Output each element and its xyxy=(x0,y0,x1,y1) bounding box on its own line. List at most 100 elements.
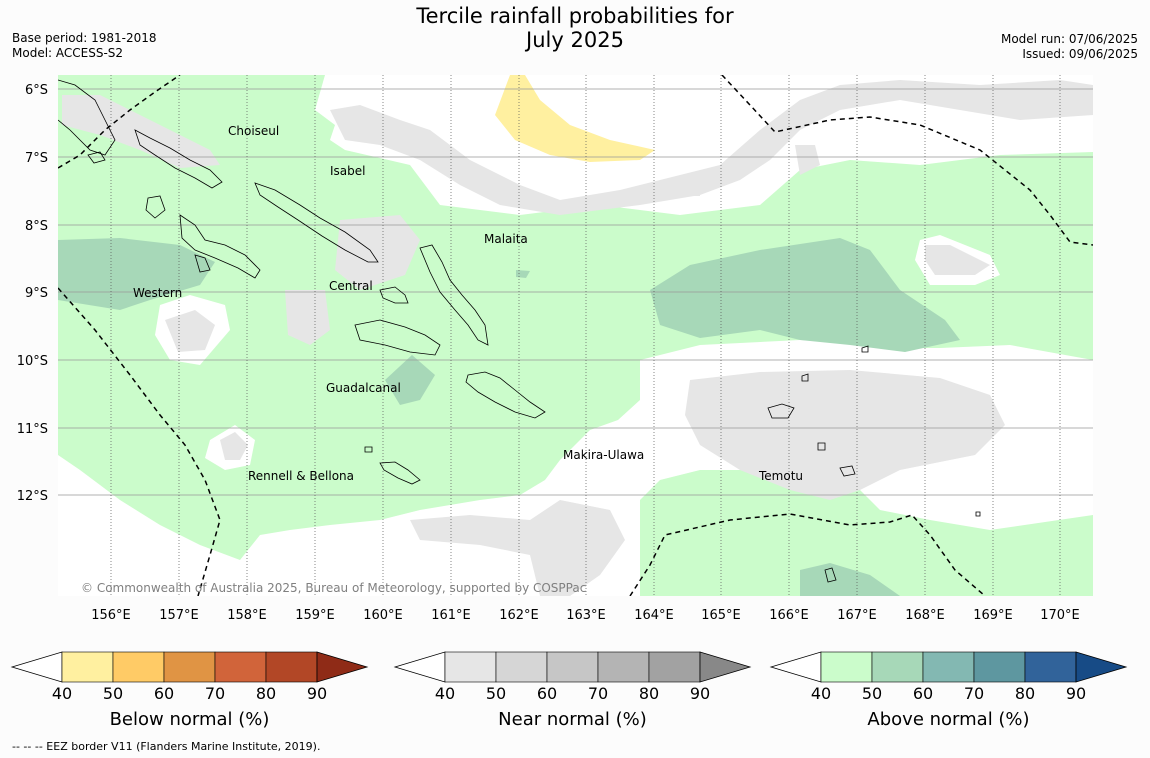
near-normal-zone-4 xyxy=(285,290,330,345)
choiseul-coast xyxy=(134,129,223,189)
meta-right: Model run: 07/06/2025 Issued: 09/06/2025 xyxy=(1001,32,1138,62)
near-normal-zone-10 xyxy=(795,145,820,175)
near-normal-lower-extension xyxy=(393,651,446,683)
graticule xyxy=(58,75,1093,596)
reef-islands-coast xyxy=(801,373,809,382)
near-normal-upper-extension xyxy=(699,651,752,683)
label-central: Central xyxy=(329,279,373,293)
base-period: Base period: 1981-2018 xyxy=(12,31,157,45)
above-normal-swatch xyxy=(973,651,1026,683)
eez-border-west xyxy=(58,287,221,596)
anuta-coast xyxy=(824,567,837,583)
longitude-label: 157°E xyxy=(159,608,199,623)
makira-coast xyxy=(465,371,546,419)
issued-date: Issued: 09/06/2025 xyxy=(1022,47,1138,61)
map-fill-layer xyxy=(58,75,1093,596)
longitude-label: 164°E xyxy=(634,608,674,623)
near-normal-zone-6 xyxy=(220,432,248,460)
near-normal-zone-8 xyxy=(925,245,990,275)
colorbar-below-normal xyxy=(10,651,369,683)
near-normal-swatch xyxy=(495,651,548,683)
longitude-label: 169°E xyxy=(973,608,1013,623)
above-normal-zone-west xyxy=(58,75,1093,560)
above-normal-title: Above normal (%) xyxy=(867,709,1030,730)
colorbar-near-normal xyxy=(393,651,752,683)
colorbars xyxy=(10,651,1128,683)
below-normal-upper-extension xyxy=(316,651,369,683)
title-line-1: Tercile rainfall probabilities for xyxy=(416,4,734,28)
longitude-label: 165°E xyxy=(701,608,741,623)
label-choiseul: Choiseul xyxy=(228,124,279,138)
near-normal-swatch xyxy=(597,651,650,683)
rendova-coast xyxy=(194,254,211,273)
meta-left: Base period: 1981-2018 Model: ACCESS-S2 xyxy=(12,31,157,61)
longitude-label: 162°E xyxy=(499,608,539,623)
above-normal-tick-label: 60 xyxy=(912,684,934,703)
label-temotu: Temotu xyxy=(758,469,803,483)
below-normal-swatch xyxy=(61,651,114,683)
near-normal-swatch xyxy=(648,651,701,683)
longitude-label: 156°E xyxy=(91,608,131,623)
colorbar-above-normal xyxy=(769,651,1128,683)
santa-cruz-coast xyxy=(767,403,795,419)
utupua-coast xyxy=(817,442,826,451)
above-normal-tick-label: 90 xyxy=(1065,684,1087,703)
copyright-notice: © Commonwealth of Australia 2025, Bureau… xyxy=(81,581,586,595)
longitude-label: 160°E xyxy=(363,608,403,623)
near-normal-tick-label: 90 xyxy=(689,684,711,703)
bougainville-coast xyxy=(58,79,116,156)
below-normal-swatch xyxy=(163,651,216,683)
new-georgia-coast xyxy=(179,214,261,279)
below-normal-tick-label: 80 xyxy=(255,684,277,703)
eez-border-southeast xyxy=(629,513,986,596)
map-title: Tercile rainfall probabilities for July … xyxy=(0,4,1150,52)
model-run: Model run: 07/06/2025 xyxy=(1000,32,1138,46)
above-normal-upper-extension xyxy=(1075,651,1128,683)
above-normal-swatch xyxy=(922,651,975,683)
above-normal-50-zone-5 xyxy=(516,270,530,278)
below-normal-swatch xyxy=(112,651,165,683)
label-rennell-bellona: Rennell & Bellona xyxy=(248,469,354,483)
latitude-label: 10°S xyxy=(17,354,48,369)
shortland-coast xyxy=(87,151,106,164)
below-normal-tick-label: 90 xyxy=(306,684,328,703)
above-normal-tick-label: 70 xyxy=(963,684,985,703)
near-normal-tick-label: 70 xyxy=(587,684,609,703)
longitude-label: 163°E xyxy=(566,608,606,623)
above-normal-50-zone-2 xyxy=(650,238,960,352)
latitude-label: 9°S xyxy=(25,286,48,301)
latitude-label: 11°S xyxy=(17,422,48,437)
below-normal-zone-1 xyxy=(495,75,655,162)
above-normal-50-zone-3 xyxy=(385,355,435,405)
below-normal-tick-label: 70 xyxy=(204,684,226,703)
above-normal-tick-label: 80 xyxy=(1014,684,1036,703)
near-normal-swatch xyxy=(444,651,497,683)
above-normal-tick-label: 50 xyxy=(861,684,883,703)
label-isabel: Isabel xyxy=(330,164,365,178)
near-normal-zone-9 xyxy=(410,500,625,596)
near-normal-zone-3 xyxy=(335,215,420,290)
near-normal-zone-5 xyxy=(165,310,215,352)
longitude-label: 159°E xyxy=(295,608,335,623)
guadalcanal-coast xyxy=(354,319,441,356)
near-normal-zone-11 xyxy=(670,188,700,196)
above-normal-swatch xyxy=(1024,651,1077,683)
below-normal-lower-extension xyxy=(10,651,63,683)
below-normal-tick-label: 40 xyxy=(51,684,73,703)
map-canvas: 6°S 7°S 8°S 9°S 10°S 11°S 12°S 156°E 157°E 158°E… xyxy=(17,75,1093,623)
above-normal-swatch xyxy=(820,651,873,683)
florida-islands-coast xyxy=(379,286,409,304)
eez-border-northeast xyxy=(721,75,1093,246)
coastlines xyxy=(58,79,981,583)
latitude-labels: 6°S 7°S 8°S 9°S 10°S 11°S 12°S xyxy=(17,83,48,504)
latitude-label: 12°S xyxy=(17,489,48,504)
below-normal-tick-label: 60 xyxy=(153,684,175,703)
rennell-coast xyxy=(379,461,421,485)
latitude-label: 6°S xyxy=(25,83,48,98)
province-labels: Choiseul Isabel Malaita Western Central … xyxy=(133,124,803,483)
near-normal-tick-label: 50 xyxy=(485,684,507,703)
longitude-label: 166°E xyxy=(769,608,809,623)
longitude-label: 158°E xyxy=(227,608,267,623)
label-malaita: Malaita xyxy=(484,232,528,246)
label-makira-ulawa: Makira-Ulawa xyxy=(563,448,644,462)
